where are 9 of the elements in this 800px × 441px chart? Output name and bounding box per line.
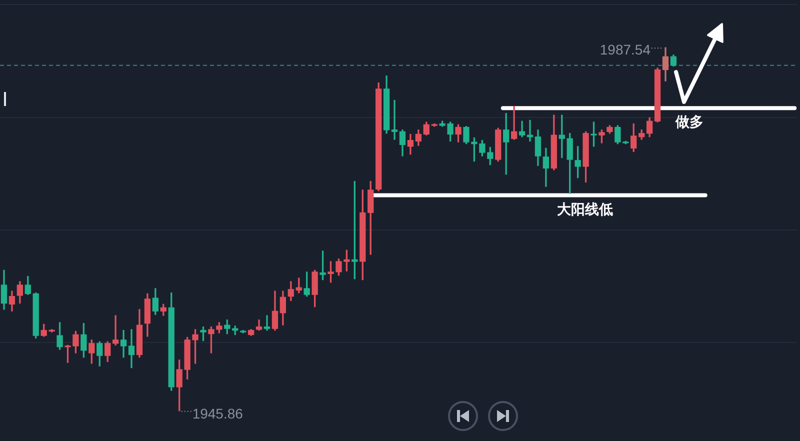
- annotation: 1945.86: [192, 406, 244, 422]
- ref-line-label: 做多: [674, 114, 704, 131]
- candlestick: [112, 315, 119, 346]
- annotation: 1987.54: [600, 41, 651, 58]
- candlestick: [510, 106, 518, 140]
- candlestick: [264, 315, 270, 331]
- ref-line-label: 大阳线低: [557, 202, 614, 218]
- candlestick: [391, 100, 398, 140]
- candlestick: [128, 329, 135, 368]
